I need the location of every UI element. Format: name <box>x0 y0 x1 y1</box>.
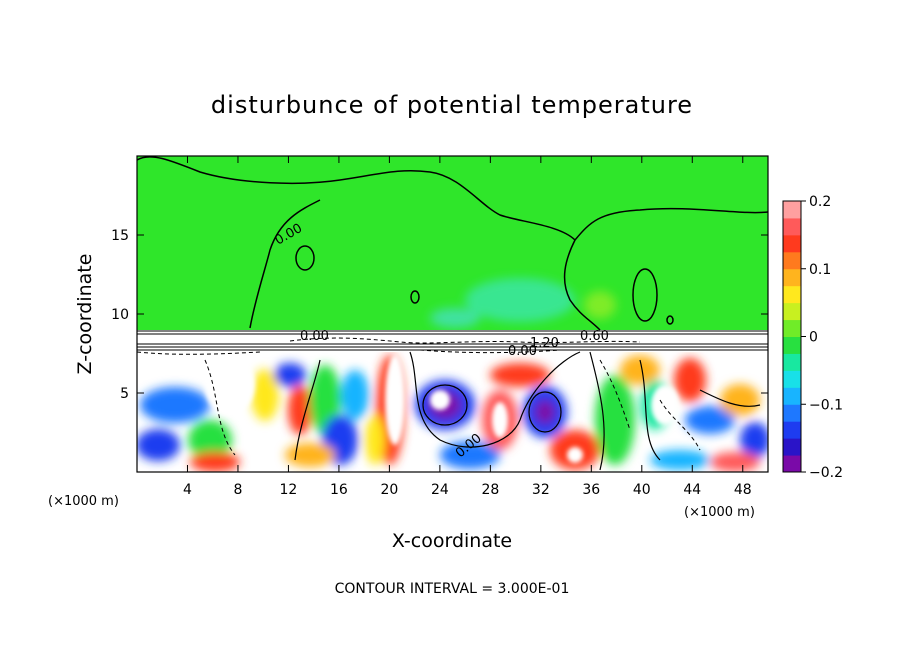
colorbar-segment <box>783 353 801 371</box>
x-tick-label: 8 <box>233 482 242 498</box>
colorbar-segment <box>783 404 801 422</box>
colorbar-segment <box>783 319 801 337</box>
colorbar-segment <box>783 455 801 473</box>
x-tick-label: 12 <box>280 482 298 498</box>
x-tick-label: 36 <box>582 482 600 498</box>
colorbar-segment <box>783 421 801 439</box>
colorbar-segment <box>783 251 801 270</box>
chart-title: disturbunce of potential temperature <box>211 91 693 119</box>
colorbar-segment <box>783 234 801 253</box>
colorbar-tick-label: 0.1 <box>809 262 831 278</box>
colorbar-segment <box>783 438 801 456</box>
contour-interval-note: CONTOUR INTERVAL = 3.000E-01 <box>335 581 570 597</box>
x-tick-label: 32 <box>532 482 550 498</box>
colorbar-segment <box>783 285 801 304</box>
colorbar-tick-label: −0.2 <box>809 465 843 481</box>
x-tick-label: 28 <box>481 482 499 498</box>
x-tick-label: 48 <box>734 482 752 498</box>
colorbar-tick-label: −0.1 <box>809 397 843 413</box>
y-tick-label: 10 <box>111 307 129 323</box>
colorbar: 0.2 0.1 0 −0.1 −0.2 <box>782 194 843 481</box>
x-unit-left: (×1000 m) <box>48 494 119 509</box>
x-tick-label: 40 <box>633 482 651 498</box>
x-unit-right: (×1000 m) <box>684 505 755 520</box>
x-tick-label: 24 <box>431 482 449 498</box>
contour-label: 1.20 <box>530 336 559 351</box>
colorbar-tick-label: 0 <box>809 330 818 346</box>
y-tick-label: 5 <box>120 386 129 402</box>
colorbar-tick-label: 0.2 <box>809 194 831 210</box>
x-tick-label: 16 <box>330 482 348 498</box>
x-tick-label: 4 <box>183 482 192 498</box>
colorbar-segment <box>783 336 801 354</box>
colorbar-segment <box>783 302 801 321</box>
colorbar-segment <box>783 370 801 388</box>
x-tick-label: 44 <box>683 482 701 498</box>
y-tick-label: 15 <box>111 228 129 244</box>
contour-label: 0.00 <box>508 344 537 359</box>
colorbar-segment <box>783 217 801 236</box>
contour-label: 0.00 <box>300 329 329 344</box>
x-tick-label: 20 <box>380 482 398 498</box>
colorbar-segment <box>783 387 801 405</box>
colorbar-segment <box>783 201 801 219</box>
y-axis-title: Z-coordinate <box>74 254 96 375</box>
x-axis-title: X-coordinate <box>392 530 512 552</box>
contour-label: 0.60 <box>580 329 609 344</box>
plot-area: 0.00 0.00 0.00 0.00 1.20 0.60 <box>137 156 768 472</box>
colorbar-segment <box>783 268 801 287</box>
